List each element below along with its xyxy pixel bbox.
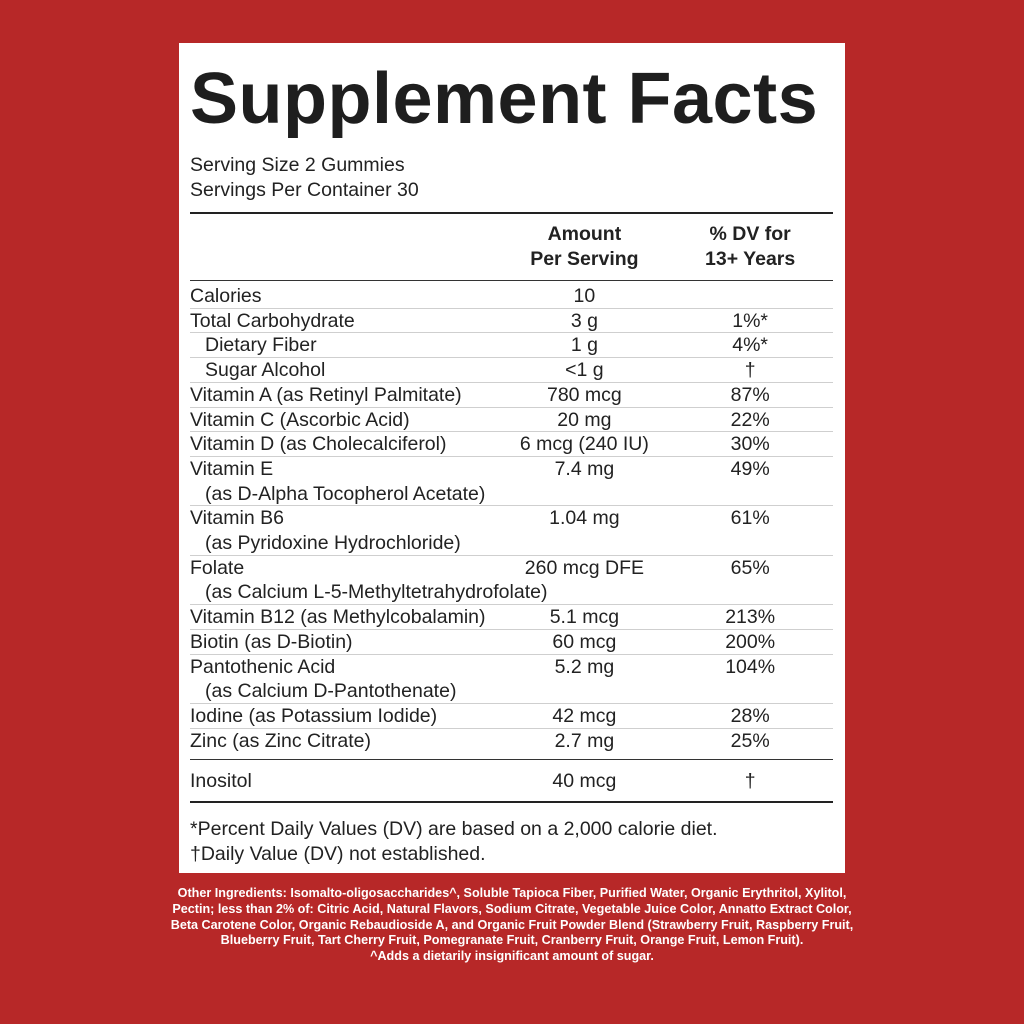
nutrient-name: Vitamin C (Ascorbic Acid) — [190, 408, 410, 431]
nutrient-name: Total Carbohydrate — [190, 309, 355, 332]
table-row: Vitamin B12 (as Methylcobalamin) 5.1 mcg 2… — [190, 605, 833, 630]
nutrient-name: Vitamin B6 — [190, 507, 284, 530]
nutrient-source: (as Pyridoxine Hydrochloride) — [205, 532, 461, 555]
divider — [190, 801, 833, 804]
table-header: Amount Per Serving % DV for 13+ Years — [190, 214, 833, 280]
serving-info: Serving Size 2 Gummies Servings Per Cont… — [190, 153, 833, 203]
nutrient-amount: 1 g — [570, 334, 598, 357]
nutrient-amount: 40 mcg — [552, 769, 617, 792]
supplement-facts-panel: Supplement Facts Serving Size 2 Gummies … — [179, 43, 845, 873]
footnote-dv: *Percent Daily Values (DV) are based on … — [190, 818, 718, 841]
table-row: Calories 10 — [190, 284, 833, 309]
nutrient-name: Vitamin D (as Cholecalciferol) — [190, 433, 447, 456]
table-row: Vitamin E 7.4 mg 49% (as D-Alpha Tocopherol… — [190, 457, 833, 507]
header-dv-line2: 13+ Years — [705, 248, 796, 270]
nutrient-amount: <1 g — [565, 359, 604, 382]
nutrient-name: Vitamin B12 (as Methylcobalamin) — [190, 606, 486, 629]
header-dv-line1: % DV for — [709, 223, 791, 245]
nutrient-dv: 200% — [725, 630, 776, 653]
table-row: Dietary Fiber 1 g 4%* — [190, 333, 833, 358]
table-row: Pantothenic Acid 5.2 mg 104% (as Calcium D-… — [190, 655, 833, 705]
nutrient-dv: 28% — [730, 704, 770, 727]
nutrient-dv: 213% — [725, 606, 776, 629]
nutrient-amount: 20 mg — [557, 408, 612, 431]
nutrient-dv: 87% — [730, 383, 770, 406]
nutrient-amount: 6 mcg (240 IU) — [519, 433, 649, 456]
nutrient-name: Vitamin E — [190, 457, 274, 480]
table-row: Vitamin B6 1.04 mg 61% (as Pyridoxine Hydro… — [190, 506, 833, 557]
divider — [190, 280, 833, 281]
nutrient-amount: 42 mcg — [552, 704, 617, 727]
ingredients-text: Other Ingredients: Isomalto-oligosacchar… — [170, 886, 854, 948]
nutrient-name: Dietary Fiber — [205, 334, 317, 357]
nutrient-amount: 7.4 mg — [554, 457, 615, 480]
nutrient-amount: 5.2 mg — [554, 655, 615, 678]
row-main-line: Pantothenic Acid 5.2 mg 104% — [190, 655, 833, 680]
nutrient-amount: 2.7 mg — [554, 729, 615, 752]
nutrient-amount: 5.1 mcg — [549, 606, 620, 629]
nutrient-dv: 61% — [730, 507, 770, 530]
nutrient-dv — [667, 284, 833, 309]
nutrient-dv: 104% — [725, 655, 776, 678]
nutrient-dv: 30% — [730, 433, 770, 456]
nutrient-name: Vitamin A (as Retinyl Palmitate) — [190, 383, 462, 406]
nutrient-name: Zinc (as Zinc Citrate) — [190, 729, 371, 752]
nutrient-dv: 65% — [730, 556, 770, 579]
nutrient-name: Calories — [190, 285, 262, 307]
divider — [190, 759, 833, 761]
table-row: Vitamin A (as Retinyl Palmitate) 780 mcg 8… — [190, 383, 833, 408]
nutrient-name: Folate — [190, 556, 245, 579]
nutrient-source: (as Calcium D-Pantothenate) — [205, 680, 457, 703]
header-dv: % DV for 13+ Years — [667, 222, 833, 272]
nutrient-name: Pantothenic Acid — [190, 655, 336, 678]
row-main-line: Vitamin B6 1.04 mg 61% — [190, 506, 833, 531]
row-main-line: Vitamin E 7.4 mg 49% — [190, 457, 833, 482]
nutrient-amount: 1.04 mg — [549, 507, 620, 530]
other-ingredients: Other Ingredients: Isomalto-oligosacchar… — [160, 886, 864, 965]
table-row: Vitamin C (Ascorbic Acid) 20 mg 22% — [190, 408, 833, 433]
nutrient-name: Iodine (as Potassium Iodide) — [190, 704, 438, 727]
nutrient-dv: 1%* — [732, 309, 769, 332]
nutrient-name: Inositol — [190, 769, 252, 792]
nutrient-dv: 25% — [730, 729, 770, 752]
sugar-note: ^Adds a dietarily insignificant amount o… — [370, 949, 654, 964]
servings-per-container: Servings Per Container 30 — [190, 179, 419, 201]
nutrient-table: Calories 10 Total Carbohydrate 3 g 1%* Dietar… — [190, 281, 833, 753]
table-row: Biotin (as D-Biotin) 60 mcg 200% — [190, 630, 833, 655]
table-row: Total Carbohydrate 3 g 1%* — [190, 309, 833, 334]
divider — [190, 212, 833, 214]
nutrient-name: Biotin (as D-Biotin) — [190, 630, 353, 653]
nutrient-dv: 49% — [730, 457, 770, 480]
serving-size: Serving Size 2 Gummies — [190, 154, 405, 176]
table-row: Folate 260 mcg DFE 65% (as Calcium L-5-Meth… — [190, 556, 833, 606]
header-amount-line1: Amount — [547, 223, 622, 245]
table-row: Sugar Alcohol <1 g † — [190, 358, 833, 383]
table-row: Inositol 40 mcg † — [190, 760, 833, 801]
row-main-line: Folate 260 mcg DFE 65% — [190, 556, 833, 581]
header-amount-line2: Per Serving — [530, 248, 639, 270]
nutrient-name: Sugar Alcohol — [205, 359, 326, 382]
table-row: Zinc (as Zinc Citrate) 2.7 mg 25% — [190, 729, 833, 754]
nutrient-dv: 22% — [730, 408, 770, 431]
nutrient-dv: 4%* — [732, 334, 769, 357]
footnotes: *Percent Daily Values (DV) are based on … — [190, 817, 833, 867]
nutrient-amount: 3 g — [570, 309, 598, 332]
nutrient-source: (as Calcium L-5-Methyltetrahydrofolate) — [205, 581, 548, 604]
nutrient-dv: † — [744, 769, 756, 792]
nutrient-amount: 780 mcg — [546, 383, 622, 406]
table-row: Vitamin D (as Cholecalciferol) 6 mcg (240… — [190, 432, 833, 457]
header-amount: Amount Per Serving — [502, 222, 668, 272]
nutrient-source: (as D-Alpha Tocopherol Acetate) — [205, 482, 486, 505]
nutrient-amount: 260 mcg DFE — [524, 556, 644, 579]
nutrient-amount: 10 — [573, 285, 596, 307]
table-row: Iodine (as Potassium Iodide) 42 mcg 28% — [190, 704, 833, 729]
nutrient-dv: † — [744, 359, 756, 382]
footnote-dagger: †Daily Value (DV) not established. — [190, 843, 486, 866]
page-title: Supplement Facts — [190, 59, 819, 139]
nutrient-amount: 60 mcg — [552, 630, 617, 653]
